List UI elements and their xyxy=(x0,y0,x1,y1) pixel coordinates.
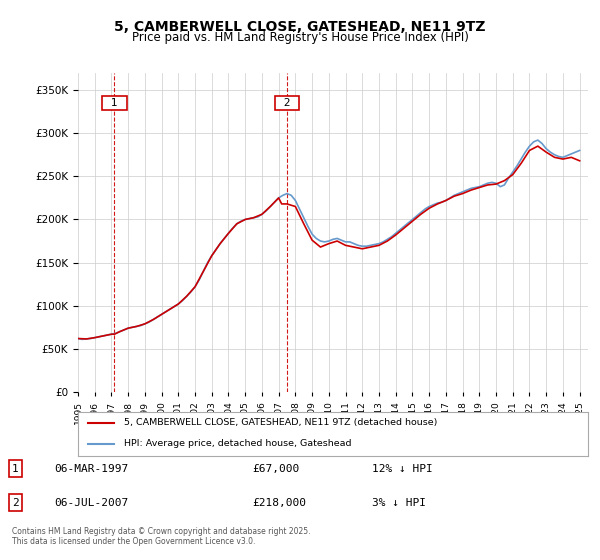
Text: Price paid vs. HM Land Registry's House Price Index (HPI): Price paid vs. HM Land Registry's House … xyxy=(131,31,469,44)
Text: HPI: Average price, detached house, Gateshead: HPI: Average price, detached house, Gate… xyxy=(124,440,352,449)
Text: 5, CAMBERWELL CLOSE, GATESHEAD, NE11 9TZ (detached house): 5, CAMBERWELL CLOSE, GATESHEAD, NE11 9TZ… xyxy=(124,418,437,427)
Text: 2: 2 xyxy=(12,498,19,507)
Text: 3% ↓ HPI: 3% ↓ HPI xyxy=(372,498,426,507)
Text: 5, CAMBERWELL CLOSE, GATESHEAD, NE11 9TZ: 5, CAMBERWELL CLOSE, GATESHEAD, NE11 9TZ xyxy=(114,20,486,34)
Text: 06-JUL-2007: 06-JUL-2007 xyxy=(54,498,128,507)
Text: £67,000: £67,000 xyxy=(252,464,299,474)
Text: 2: 2 xyxy=(277,98,297,108)
Text: 1: 1 xyxy=(12,464,19,474)
Text: £218,000: £218,000 xyxy=(252,498,306,507)
Text: 1: 1 xyxy=(104,98,125,108)
Text: 06-MAR-1997: 06-MAR-1997 xyxy=(54,464,128,474)
Text: Contains HM Land Registry data © Crown copyright and database right 2025.
This d: Contains HM Land Registry data © Crown c… xyxy=(12,526,311,546)
Text: 12% ↓ HPI: 12% ↓ HPI xyxy=(372,464,433,474)
